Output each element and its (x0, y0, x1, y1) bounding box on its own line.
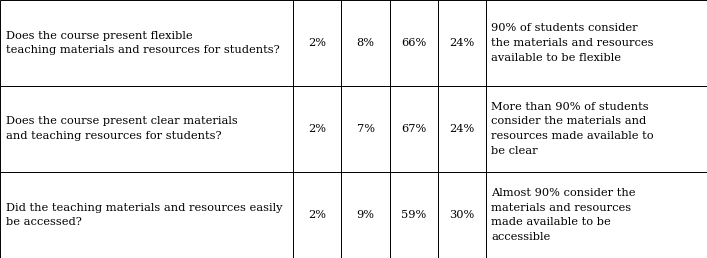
Bar (0, 0, 293, 86)
Text: 59%: 59% (401, 210, 426, 220)
Bar (0, 172, 293, 258)
Bar (0, 86, 293, 172)
Bar (341, 86, 390, 172)
Text: 2%: 2% (308, 38, 327, 48)
Bar (438, 172, 486, 258)
Text: 67%: 67% (401, 124, 426, 134)
Text: 24%: 24% (449, 124, 474, 134)
Bar (486, 172, 707, 258)
Bar (390, 86, 438, 172)
Bar (438, 86, 486, 172)
Text: 66%: 66% (401, 38, 426, 48)
Text: Almost 90% consider the
materials and resources
made available to be
accessible: Almost 90% consider the materials and re… (491, 188, 636, 242)
Text: 9%: 9% (356, 210, 375, 220)
Text: 30%: 30% (449, 210, 474, 220)
Text: 2%: 2% (308, 210, 327, 220)
Text: 90% of students consider
the materials and resources
available to be flexible: 90% of students consider the materials a… (491, 23, 654, 63)
Bar (293, 0, 341, 86)
Bar (341, 0, 390, 86)
Text: More than 90% of students
consider the materials and
resources made available to: More than 90% of students consider the m… (491, 102, 654, 156)
Bar (486, 86, 707, 172)
Text: 8%: 8% (356, 38, 375, 48)
Bar (486, 0, 707, 86)
Bar (438, 0, 486, 86)
Text: Does the course present flexible
teaching materials and resources for students?: Does the course present flexible teachin… (6, 30, 279, 55)
Bar (341, 172, 390, 258)
Text: 2%: 2% (308, 124, 327, 134)
Text: 24%: 24% (449, 38, 474, 48)
Text: 7%: 7% (356, 124, 375, 134)
Text: Does the course present clear materials
and teaching resources for students?: Does the course present clear materials … (6, 116, 238, 141)
Bar (390, 0, 438, 86)
Text: Did the teaching materials and resources easily
be accessed?: Did the teaching materials and resources… (6, 203, 282, 227)
Bar (390, 172, 438, 258)
Bar (293, 86, 341, 172)
Bar (293, 172, 341, 258)
